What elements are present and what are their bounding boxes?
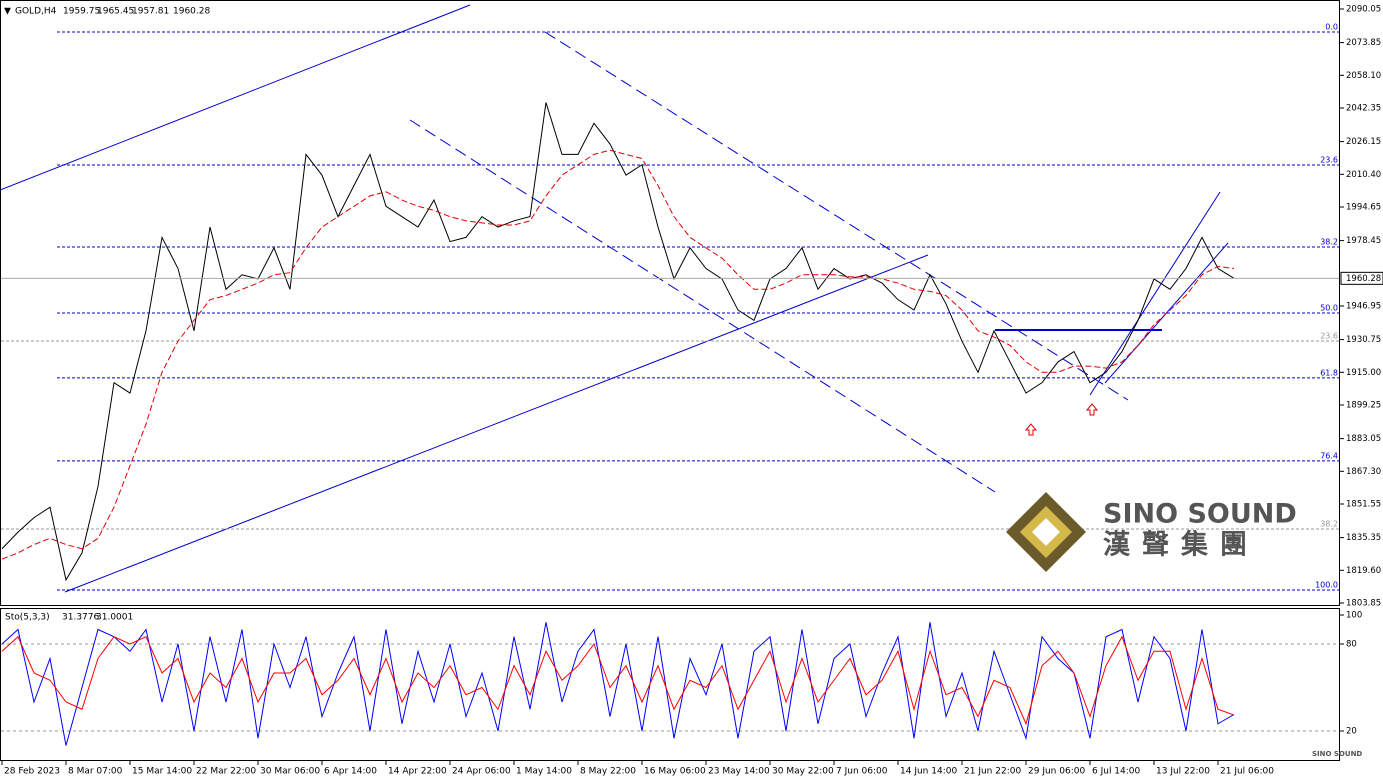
- y-tick-label: 1819.60: [1346, 566, 1381, 576]
- ohlc-close: 1960.28: [173, 7, 210, 17]
- indicator-d: 31.0001: [96, 613, 133, 623]
- x-tick-label: 16 May 06:00: [644, 767, 706, 777]
- trend-line: [64, 254, 929, 593]
- x-tick-label: 21 Jun 22:00: [964, 767, 1021, 777]
- x-tick-label: 7 Jun 06:00: [836, 767, 888, 777]
- trend-line: [0, 4, 471, 191]
- y-tick-label: 100: [1346, 611, 1362, 621]
- channel-line: [409, 119, 996, 493]
- fib-label: 50.0: [1320, 303, 1338, 312]
- x-tick-label: 30 May 22:00: [772, 767, 834, 777]
- logo-shape: [1032, 518, 1060, 546]
- brand-chinese: 漢聲集團: [1103, 529, 1259, 561]
- x-tick-label: 1 May 14:00: [516, 767, 572, 777]
- brand-name-small: SINO SOUND: [1312, 750, 1362, 758]
- ohlc-open: 1959.75: [63, 7, 100, 17]
- channel-line: [1089, 191, 1221, 396]
- trend-tools: [0, 4, 1229, 593]
- y-tick-label: 2010.40: [1346, 170, 1381, 180]
- y-tick-label: 1835.35: [1346, 533, 1381, 543]
- x-tick-label: 15 Mar 14:00: [132, 767, 192, 777]
- y-tick-label: 80: [1346, 640, 1357, 650]
- brand-name: SINO SOUND: [1103, 499, 1297, 530]
- channel-line: [544, 31, 1129, 401]
- y-tick-label: 1803.85: [1346, 599, 1381, 609]
- y-tick-label: 20: [1346, 727, 1357, 737]
- fib-label: 0.0: [1325, 22, 1338, 31]
- x-tick-label: 29 Jun 06:00: [1028, 767, 1085, 777]
- indicator-title: Sto(5,3,3): [5, 613, 50, 623]
- indicator-k: 31.3776: [62, 613, 99, 623]
- x-tick-label: 13 Jul 22:00: [1156, 767, 1210, 777]
- y-tick-label: 2058.10: [1346, 71, 1381, 81]
- y-tick-label: 2026.15: [1346, 137, 1381, 147]
- y-tick-label: 1867.30: [1346, 467, 1381, 477]
- ohlc-high: 1965.45: [97, 7, 134, 17]
- y-tick-label: 1883.05: [1346, 434, 1381, 444]
- series-line: [1, 635, 1235, 726]
- fib-label: 23.6: [1320, 331, 1338, 340]
- x-tick-label: 30 Mar 06:00: [260, 767, 320, 777]
- y-tick-label: 1978.45: [1346, 236, 1381, 246]
- x-tick-label: 6 Apr 14:00: [324, 767, 377, 777]
- x-tick-label: 8 May 22:00: [580, 767, 636, 777]
- x-tick-label: 8 Mar 07:00: [68, 767, 123, 777]
- last-price-box: [1340, 271, 1383, 285]
- arrows: [1024, 403, 1099, 436]
- fib-label: 61.8: [1320, 368, 1338, 377]
- x-tick-label: 23 May 14:00: [708, 767, 770, 777]
- watermark: SINO SOUND 漢聲集團 SINO SOUND: [1006, 492, 1362, 758]
- x-tick-label: 22 Mar 22:00: [196, 767, 256, 777]
- series-line: [1, 622, 1235, 746]
- y-tick-label: 1915.00: [1346, 368, 1381, 378]
- x-tick-label: 21 Jul 06:00: [1220, 767, 1274, 777]
- y-tick-label: 2073.85: [1346, 38, 1381, 48]
- x-tick-label: 14 Apr 22:00: [388, 767, 447, 777]
- up-arrow: [1024, 423, 1038, 436]
- fib-label: 23.6: [1320, 155, 1338, 164]
- up-arrow: [1085, 403, 1099, 416]
- fib-label: 38.2: [1320, 520, 1338, 529]
- y-tick-label: 1994.65: [1346, 203, 1381, 213]
- y-tick-label: 1851.55: [1346, 500, 1381, 510]
- last-price-label: 1960.28: [1346, 274, 1381, 284]
- y-tick-label: 1899.25: [1346, 401, 1381, 411]
- symbol: ▼: [4, 7, 11, 17]
- x-tick-label: 24 Apr 06:00: [452, 767, 511, 777]
- series-line: [1, 149, 1235, 560]
- y-tick-label: 1946.95: [1346, 302, 1381, 312]
- fib-label: 100.0: [1315, 581, 1338, 590]
- x-tick-label: 14 Jun 14:00: [900, 767, 957, 777]
- y-tick-label: 2042.35: [1346, 104, 1381, 114]
- x-tick-label: 6 Jul 14:00: [1092, 767, 1141, 777]
- x-tick-label: 28 Feb 2023: [4, 767, 60, 777]
- y-tick-label: 2090.05: [1346, 5, 1381, 15]
- fib-label: 76.4: [1320, 451, 1338, 460]
- fib-label: 38.2: [1320, 237, 1338, 246]
- series-line: [1, 102, 1235, 582]
- y-tick-label: 1930.75: [1346, 335, 1381, 345]
- sub-frame: [0, 608, 1340, 761]
- main-frame: [0, 0, 1340, 606]
- ohlc-low: 1957.81: [132, 7, 169, 17]
- symbol-label: GOLD,H4: [15, 7, 57, 17]
